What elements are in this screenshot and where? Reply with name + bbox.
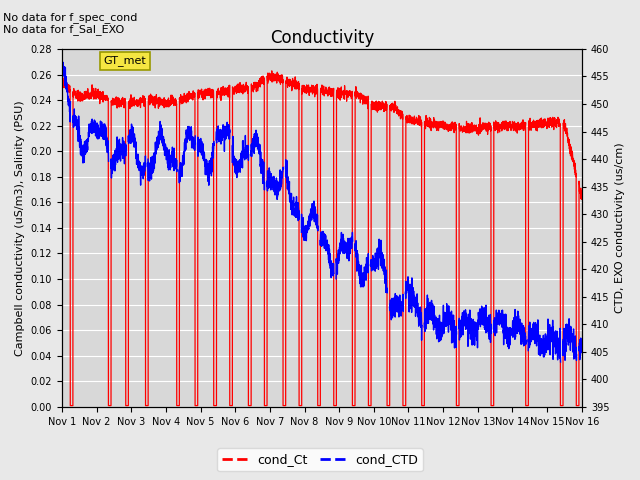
Text: GT_met: GT_met	[104, 55, 147, 66]
Legend: cond_Ct, cond_CTD: cond_Ct, cond_CTD	[217, 448, 423, 471]
Text: No data for f_Sal_EXO: No data for f_Sal_EXO	[3, 24, 124, 35]
Y-axis label: CTD, EXO conductivity (us/cm): CTD, EXO conductivity (us/cm)	[615, 143, 625, 313]
Y-axis label: Campbell conductivity (uS/m3), Salinity (PSU): Campbell conductivity (uS/m3), Salinity …	[15, 100, 25, 356]
Title: Conductivity: Conductivity	[269, 29, 374, 48]
Text: No data for f_spec_cond: No data for f_spec_cond	[3, 12, 138, 23]
